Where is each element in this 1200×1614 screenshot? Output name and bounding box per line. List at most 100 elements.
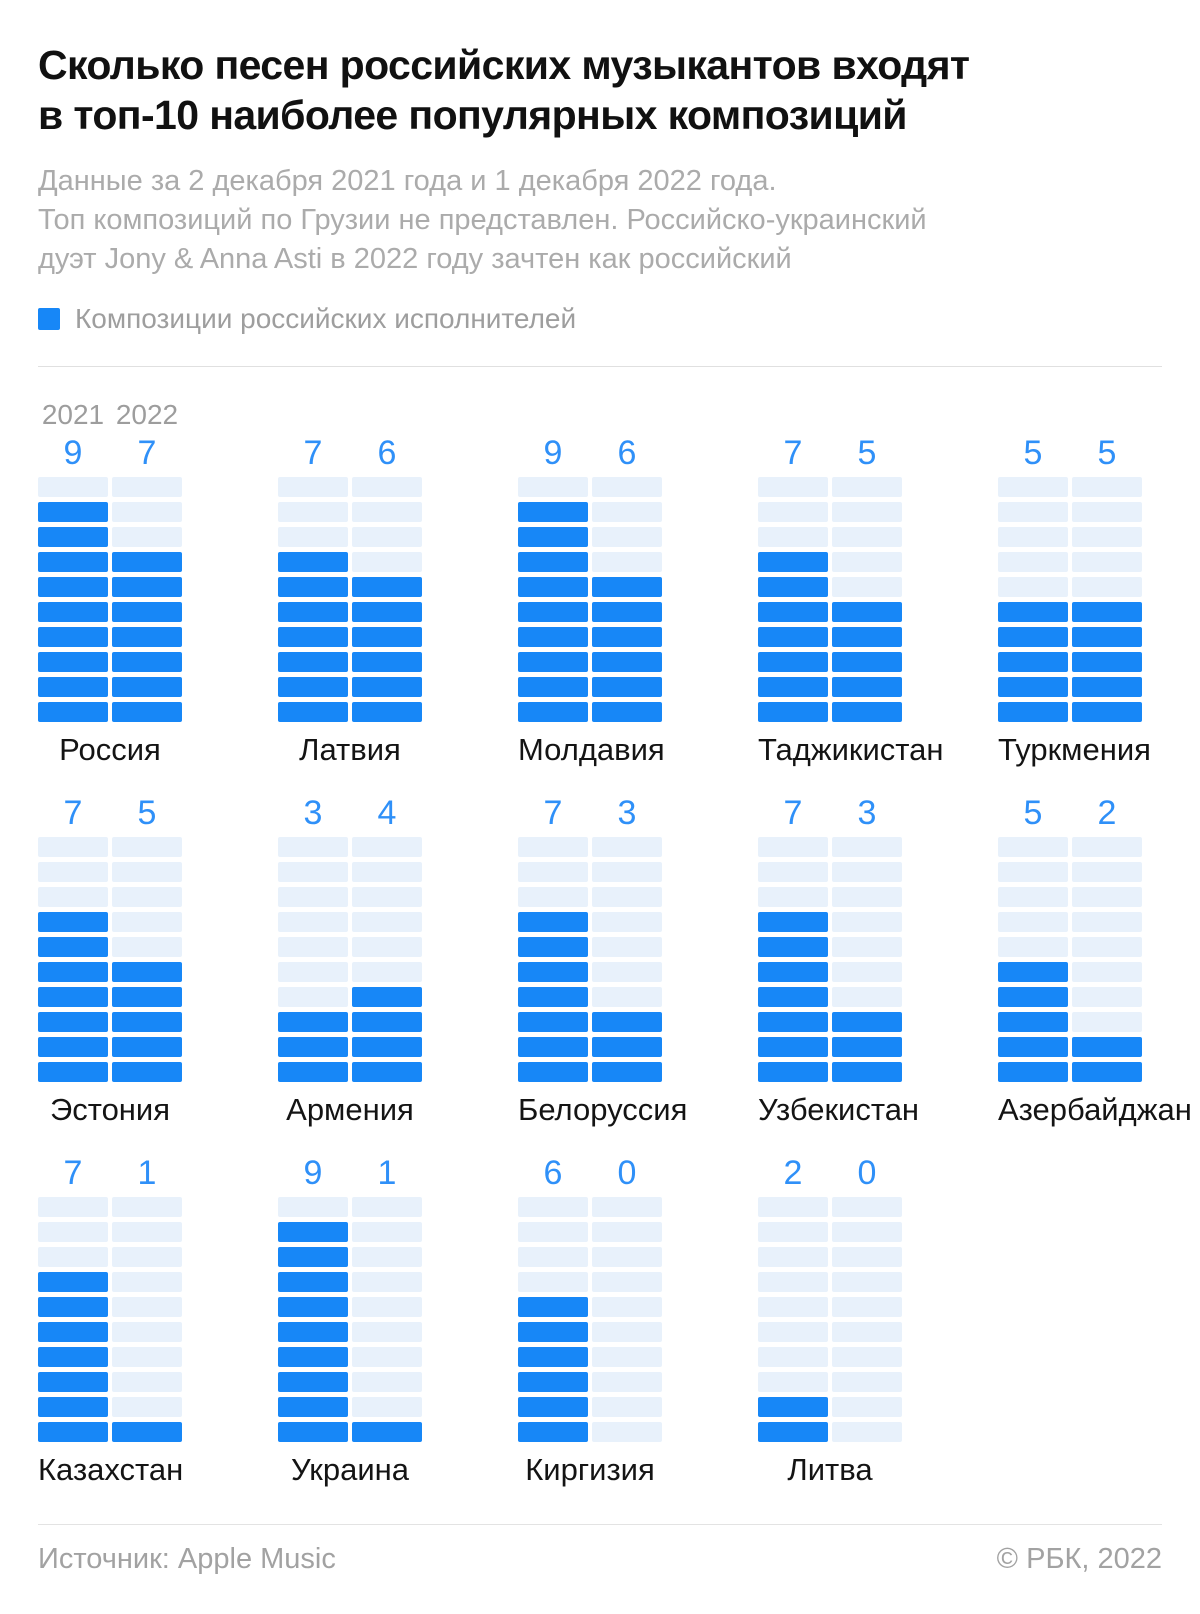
waffle-cells (278, 477, 422, 722)
waffle-cell (592, 1347, 662, 1367)
waffle-cell (832, 1247, 902, 1267)
waffle-cell (832, 702, 902, 722)
waffle-cell (352, 477, 422, 497)
waffle-cells (998, 837, 1142, 1082)
waffle-cell (112, 677, 182, 697)
legend: Композиции российских исполнителей (38, 303, 1162, 334)
value-label: 2 (783, 1154, 803, 1192)
value-label: 4 (377, 794, 397, 832)
waffle-cell (758, 477, 828, 497)
waffle-cell (1072, 912, 1142, 932)
waffle-cell (352, 937, 422, 957)
waffle-cell (112, 602, 182, 622)
waffle-cell (1072, 477, 1142, 497)
value-label: 3 (303, 794, 323, 832)
waffle-cell (352, 1422, 422, 1442)
country-chart-2: 7 6 Латвия (278, 435, 422, 768)
waffle-cell (278, 652, 348, 672)
country-label: Латвия (299, 732, 401, 767)
waffle-cell (352, 962, 422, 982)
waffle-cell (832, 652, 902, 672)
waffle-cell (758, 1297, 828, 1317)
waffle-cell (278, 677, 348, 697)
waffle-cell (112, 1012, 182, 1032)
value-label: 7 (303, 434, 323, 472)
waffle-cell (592, 527, 662, 547)
waffle-cell (832, 1062, 902, 1082)
waffle-cell (352, 837, 422, 857)
waffle-cell (38, 887, 108, 907)
waffle-cell (592, 1222, 662, 1242)
waffle-cell (518, 837, 588, 857)
value-label: 9 (303, 1154, 323, 1192)
waffle-cell (998, 912, 1068, 932)
waffle-cell (592, 627, 662, 647)
waffle-cell (352, 652, 422, 672)
waffle-cell (112, 702, 182, 722)
waffle-cell (758, 987, 828, 1007)
waffle-cell (758, 912, 828, 932)
waffle-cell (758, 1397, 828, 1417)
waffle-cell (592, 1397, 662, 1417)
waffle-cell (832, 1322, 902, 1342)
waffle-cell (998, 677, 1068, 697)
waffle-cell (278, 577, 348, 597)
waffle-cell (758, 1422, 828, 1442)
country-label: Литва (787, 1452, 873, 1487)
waffle-cell (518, 652, 588, 672)
waffle-cell (592, 1297, 662, 1317)
waffle-cell (38, 1012, 108, 1032)
waffle-cell (518, 702, 588, 722)
country-label: Казахстан (38, 1452, 184, 1487)
waffle-cell (278, 1247, 348, 1267)
waffle-cell (352, 702, 422, 722)
value-label: 6 (377, 434, 397, 472)
waffle-cell (832, 1222, 902, 1242)
waffle-cell (38, 652, 108, 672)
value-label: 5 (1023, 434, 1043, 472)
waffle-cell (758, 1037, 828, 1057)
waffle-cell (758, 627, 828, 647)
waffle-cell (1072, 702, 1142, 722)
country-chart-9: 7 3 Узбекистан (758, 795, 919, 1128)
waffle-cell (758, 702, 828, 722)
waffle-cell (832, 1372, 902, 1392)
waffle-cell (1072, 1012, 1142, 1032)
waffle-cell (998, 1012, 1068, 1032)
waffle-cell (832, 627, 902, 647)
country-label: Таджикистан (758, 732, 944, 767)
waffle-cell (112, 912, 182, 932)
country-chart-6: 7 5 Эстония (38, 795, 182, 1128)
waffle-cell (112, 962, 182, 982)
waffle-cell (352, 677, 422, 697)
waffle-cell (592, 1322, 662, 1342)
waffle-cell (758, 502, 828, 522)
waffle-cell (278, 937, 348, 957)
country-label: Украина (290, 1452, 410, 1487)
waffle-cell (1072, 602, 1142, 622)
waffle-cell (758, 1247, 828, 1267)
charts-grid: 2021 2022 9 7 Россия 7 6 Латвия 9 6 Молдавия 7 5 Тадж… (38, 399, 1192, 1488)
waffle-cell (112, 987, 182, 1007)
waffle-cell (278, 1422, 348, 1442)
value-label: 9 (63, 434, 83, 472)
waffle-cell (352, 577, 422, 597)
waffle-cell (832, 1197, 902, 1217)
waffle-cell (112, 1247, 182, 1267)
copyright-label: © РБК, 2022 (996, 1543, 1162, 1575)
waffle-cell (758, 887, 828, 907)
waffle-cell (832, 887, 902, 907)
waffle-cell (38, 527, 108, 547)
waffle-cell (278, 1347, 348, 1367)
waffle-cell (278, 1297, 348, 1317)
waffle-cell (518, 627, 588, 647)
waffle-cell (592, 1062, 662, 1082)
waffle-cells (518, 1197, 662, 1442)
waffle-cell (758, 862, 828, 882)
